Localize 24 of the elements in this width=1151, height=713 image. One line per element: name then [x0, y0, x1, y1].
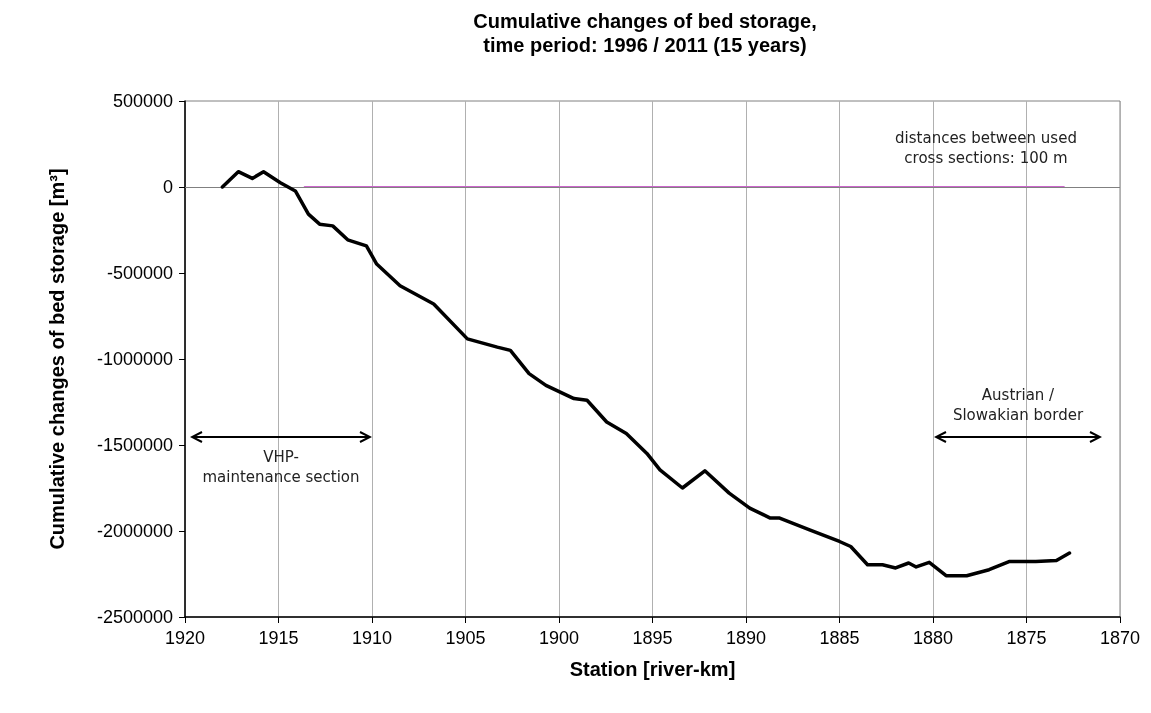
x-tick-label: 1910 [351, 628, 393, 648]
y-tick-label: -1000000 [96, 349, 173, 369]
annotation: distances between used cross sections: 100 m [894, 128, 1078, 168]
y-tick-label: -2500000 [96, 607, 173, 627]
x-tick-label: 1905 [445, 628, 486, 648]
x-tick-label: 1870 [1099, 628, 1141, 648]
annotation: VHP- maintenance section [202, 448, 360, 486]
x-tick-label: 1885 [819, 628, 860, 648]
x-axis-title: Station [river-km] [569, 658, 736, 680]
x-tick-label: 1890 [725, 628, 767, 648]
x-tick-label: 1920 [164, 628, 206, 648]
y-tick-label: -1500000 [96, 435, 173, 455]
y-tick-label: 500000 [112, 91, 173, 111]
x-tick-label: 1895 [632, 628, 673, 648]
x-tick-label: 1875 [1006, 628, 1047, 648]
y-tick-label: -500000 [106, 263, 173, 283]
y-axis-title: Cumulative changes of bed storage [m³] [46, 168, 68, 550]
y-tick-label: -2000000 [96, 521, 173, 541]
annotation: Austrian / Slowakian border [951, 385, 1085, 425]
y-tick-label: 0 [162, 177, 173, 197]
x-tick-label: 1900 [538, 628, 580, 648]
x-tick-label: 1915 [258, 628, 299, 648]
x-tick-label: 1880 [912, 628, 954, 648]
chart-title: Cumulative changes of bed storage, time period: 1996 / 2011 (15 years) [473, 10, 817, 56]
